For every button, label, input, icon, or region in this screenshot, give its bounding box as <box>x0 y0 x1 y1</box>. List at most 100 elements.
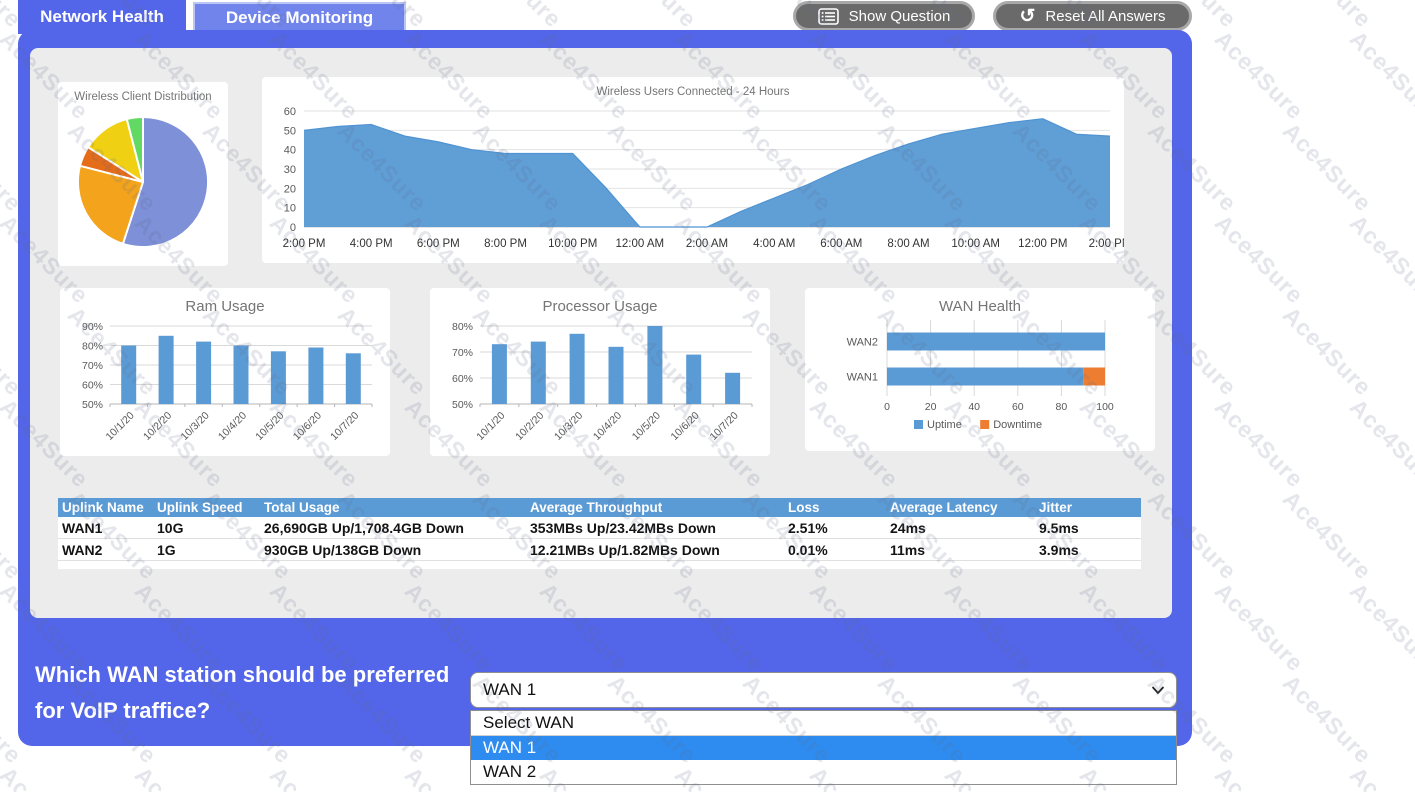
table-cell: 26,690GB Up/1,708.4GB Down <box>260 517 526 539</box>
table-cell: 930GB Up/138GB Down <box>260 538 526 561</box>
svg-text:2:00 AM: 2:00 AM <box>686 238 728 250</box>
table-cell: 24ms <box>886 517 1035 539</box>
svg-text:50: 50 <box>284 125 296 137</box>
table-cell: 9.5ms <box>1035 517 1141 539</box>
svg-text:8:00 PM: 8:00 PM <box>484 238 527 250</box>
svg-text:90%: 90% <box>82 321 103 333</box>
table-cell: 11ms <box>886 538 1035 561</box>
svg-text:10: 10 <box>284 203 296 215</box>
list-icon <box>817 7 839 25</box>
watermark-text: Ace4Sure <box>1277 301 1377 401</box>
svg-text:20: 20 <box>284 183 296 195</box>
question-text: Which WAN station should be preferred fo… <box>35 662 450 723</box>
svg-text:2:00 PM: 2:00 PM <box>1089 238 1124 250</box>
table-row: WAN2 1G 930GB Up/138GB Down 12.21MBs Up/1.8… <box>58 538 1141 561</box>
svg-text:10/1/20: 10/1/20 <box>474 410 507 443</box>
table-cell: 12.21MBs Up/1.82MBs Down <box>526 538 784 561</box>
svg-text:6:00 AM: 6:00 AM <box>820 238 862 250</box>
watermark-text: Ace4Sure <box>0 762 94 792</box>
svg-text:WAN1: WAN1 <box>847 372 878 384</box>
watermark-text: Ace4Sure <box>1344 209 1415 309</box>
wan-option-wan-1[interactable]: WAN 1 <box>471 736 1176 760</box>
tab-device-monitoring[interactable]: Device Monitoring <box>193 2 406 33</box>
wan-option-select-wan[interactable]: Select WAN <box>471 711 1176 736</box>
wan-health-hbar-chart: 0 20 40 60 80 100 WAN2 WAN1 Uptime Downtime <box>805 316 1155 451</box>
card-ram-usage: Ram Usage 50% 60% 70% 80% 90% 10/1/20 10/2/20 1… <box>60 288 390 456</box>
svg-text:10/5/20: 10/5/20 <box>630 410 663 443</box>
wan-select[interactable]: WAN 1 <box>470 672 1177 708</box>
watermark-text: Ace4Sure <box>1209 25 1309 125</box>
svg-text:40: 40 <box>968 401 980 413</box>
svg-text:WAN2: WAN2 <box>847 337 878 349</box>
tab-network-health[interactable]: Network Health <box>18 0 186 34</box>
show-question-button[interactable]: Show Question <box>793 1 975 31</box>
dashboard-panel: Wireless Client Distribution Wireless Us… <box>30 48 1172 618</box>
svg-text:10/6/20: 10/6/20 <box>291 410 324 443</box>
table-header-cell: Uplink Name <box>58 498 153 517</box>
table-row: WAN1 10G 26,690GB Up/1,708.4GB Down 353MBs … <box>58 517 1141 539</box>
table-cell: 3.9ms <box>1035 538 1141 561</box>
card-processor-usage: Processor Usage 50% 60% 70% 80% 10/1/20 10/2/… <box>430 288 770 456</box>
watermark-text: Ace4Sure <box>1344 762 1415 792</box>
watermark-text: Ace4Sure <box>1209 209 1309 309</box>
svg-text:4:00 AM: 4:00 AM <box>753 238 795 250</box>
button-label: Reset All Answers <box>1045 7 1166 25</box>
table-header-cell: Total Usage <box>260 498 526 517</box>
chart-title: Processor Usage <box>542 298 658 315</box>
table-cell: WAN2 <box>58 538 153 561</box>
svg-text:30: 30 <box>284 164 296 176</box>
table-cell: 2.51% <box>784 517 886 539</box>
svg-text:10/4/20: 10/4/20 <box>591 410 624 443</box>
wan-option-wan-2[interactable]: WAN 2 <box>483 762 537 781</box>
svg-text:100: 100 <box>1096 401 1114 413</box>
ram-usage-bar-chart: 50% 60% 70% 80% 90% 10/1/20 10/2/20 10/3/20 10/4… <box>60 316 390 456</box>
table-header-cell: Average Latency <box>886 498 1035 517</box>
svg-text:8:00 AM: 8:00 AM <box>887 238 929 250</box>
wireless-client-distribution-pie-chart <box>58 106 228 266</box>
chart-title: Wireless Users Connected - 24 Hours <box>596 86 790 98</box>
table-header-cell: Average Throughput <box>526 498 784 517</box>
svg-text:80: 80 <box>1056 401 1068 413</box>
table-cell: 1G <box>153 538 260 561</box>
card-wireless-users-connected: Wireless Users Connected - 24 Hours 0 10 2… <box>262 77 1131 263</box>
svg-text:10/1/20: 10/1/20 <box>104 410 137 443</box>
wan-uplink-table: Uplink Name Uplink Speed Total Usage Averag… <box>58 498 1141 561</box>
chart-title: WAN Health <box>939 298 1021 315</box>
svg-text:60: 60 <box>284 106 296 118</box>
svg-text:60%: 60% <box>452 373 473 385</box>
svg-text:10:00 PM: 10:00 PM <box>548 238 597 250</box>
watermark-text: Ace4Sure <box>1277 117 1377 217</box>
table-header-cell: Uplink Speed <box>153 498 260 517</box>
svg-text:80%: 80% <box>452 321 473 333</box>
svg-text:0: 0 <box>884 401 890 413</box>
question-panel: Wireless Client Distribution Wireless Us… <box>18 30 1192 746</box>
svg-text:60: 60 <box>1012 401 1024 413</box>
chevron-down-icon <box>1152 686 1164 694</box>
watermark-text: Ace4Sure <box>264 762 364 792</box>
wan-uplink-table-card: Uplink Name Uplink Speed Total Usage Averag… <box>58 498 1141 569</box>
svg-text:80%: 80% <box>82 341 103 353</box>
svg-text:70%: 70% <box>452 347 473 359</box>
card-wan-health: WAN Health 0 20 40 60 80 100 WAN2 WAN1 Uptime Dow… <box>805 288 1155 451</box>
svg-text:10/2/20: 10/2/20 <box>141 410 174 443</box>
table-cell: 10G <box>153 517 260 539</box>
svg-text:50%: 50% <box>452 399 473 411</box>
svg-text:10:00 AM: 10:00 AM <box>951 238 1000 250</box>
watermark-text: Ace4Sure <box>1344 25 1415 125</box>
svg-text:4:00 PM: 4:00 PM <box>350 238 393 250</box>
reset-all-answers-button[interactable]: ↺ Reset All Answers <box>993 1 1192 31</box>
svg-text:10/3/20: 10/3/20 <box>178 410 211 443</box>
svg-text:20: 20 <box>925 401 937 413</box>
svg-text:12:00 PM: 12:00 PM <box>1018 238 1067 250</box>
svg-text:Downtime: Downtime <box>993 419 1042 431</box>
svg-text:10/7/20: 10/7/20 <box>328 410 361 443</box>
svg-text:70%: 70% <box>82 360 103 372</box>
tab-label: Device Monitoring <box>225 7 374 27</box>
watermark-text: Ace4Sure <box>1277 0 1377 33</box>
watermark-text: Ace4Sure <box>1209 393 1309 493</box>
svg-text:60%: 60% <box>82 380 103 392</box>
table-header-cell: Loss <box>784 498 886 517</box>
svg-text:10/3/20: 10/3/20 <box>552 410 585 443</box>
svg-text:2:00 PM: 2:00 PM <box>283 238 326 250</box>
svg-text:10/6/20: 10/6/20 <box>669 410 702 443</box>
